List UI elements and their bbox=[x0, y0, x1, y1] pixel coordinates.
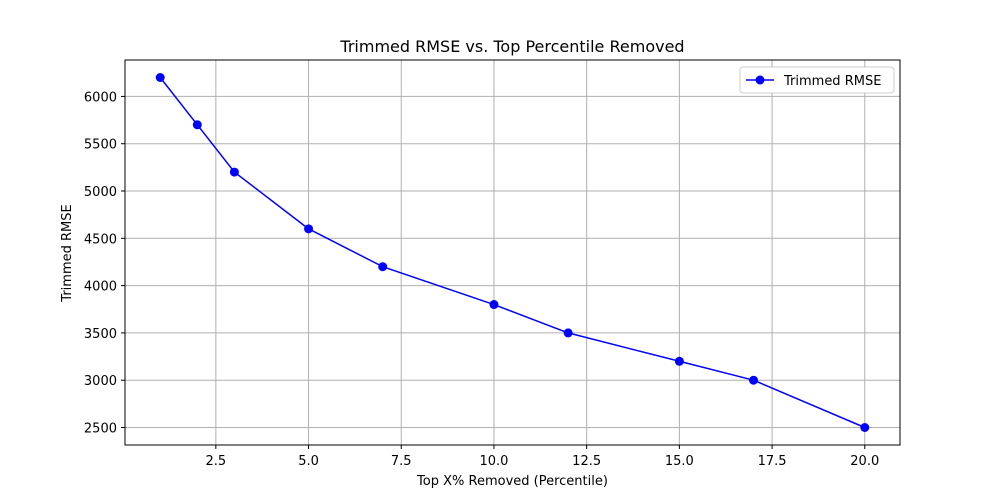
plot-area-frame bbox=[124, 59, 901, 446]
axis-ticks: 2.5 5.0 7.5 10.0 12.5 15.0 17.5 20.0 2500 3000 350… bbox=[84, 90, 879, 469]
data-point bbox=[304, 224, 314, 234]
x-tick-label: 5.0 bbox=[298, 454, 319, 469]
series-line bbox=[159, 77, 866, 429]
data-point bbox=[229, 167, 239, 177]
data-series bbox=[155, 73, 870, 432]
y-axis-title: Trimmed RMSE bbox=[60, 204, 75, 302]
x-tick-label: 2.5 bbox=[206, 454, 227, 469]
legend-label: Trimmed RMSE bbox=[783, 74, 881, 89]
data-point bbox=[489, 300, 499, 310]
y-tick-label: 4000 bbox=[84, 280, 117, 295]
y-tick-label: 2500 bbox=[84, 422, 117, 437]
x-tick-label: 15.0 bbox=[665, 454, 694, 469]
legend: Trimmed RMSE bbox=[739, 66, 895, 94]
data-point bbox=[563, 328, 573, 338]
y-tick-label: 3000 bbox=[84, 374, 117, 389]
data-point bbox=[674, 356, 684, 366]
x-tick-label: 7.5 bbox=[391, 454, 412, 469]
data-point bbox=[860, 423, 870, 432]
x-axis-title: Top X% Removed (Percentile) bbox=[416, 474, 608, 489]
y-tick-label: 4500 bbox=[84, 232, 117, 247]
chart-title: Trimmed RMSE vs. Top Percentile Removed bbox=[339, 37, 684, 56]
grid-lines bbox=[125, 60, 900, 445]
data-point bbox=[749, 375, 759, 385]
data-point bbox=[155, 73, 165, 82]
data-point bbox=[192, 120, 202, 130]
y-tick-label: 5000 bbox=[84, 185, 117, 200]
x-tick-label: 17.5 bbox=[758, 454, 787, 469]
y-tick-label: 3500 bbox=[84, 327, 117, 342]
y-tick-label: 6000 bbox=[84, 90, 117, 105]
legend-marker-swatch bbox=[755, 75, 765, 85]
x-tick-label: 12.5 bbox=[572, 454, 601, 469]
x-tick-label: 10.0 bbox=[479, 454, 508, 469]
data-point bbox=[378, 262, 388, 272]
y-tick-label: 5500 bbox=[84, 138, 117, 153]
legend-box bbox=[739, 66, 895, 94]
x-tick-label: 20.0 bbox=[850, 454, 879, 469]
